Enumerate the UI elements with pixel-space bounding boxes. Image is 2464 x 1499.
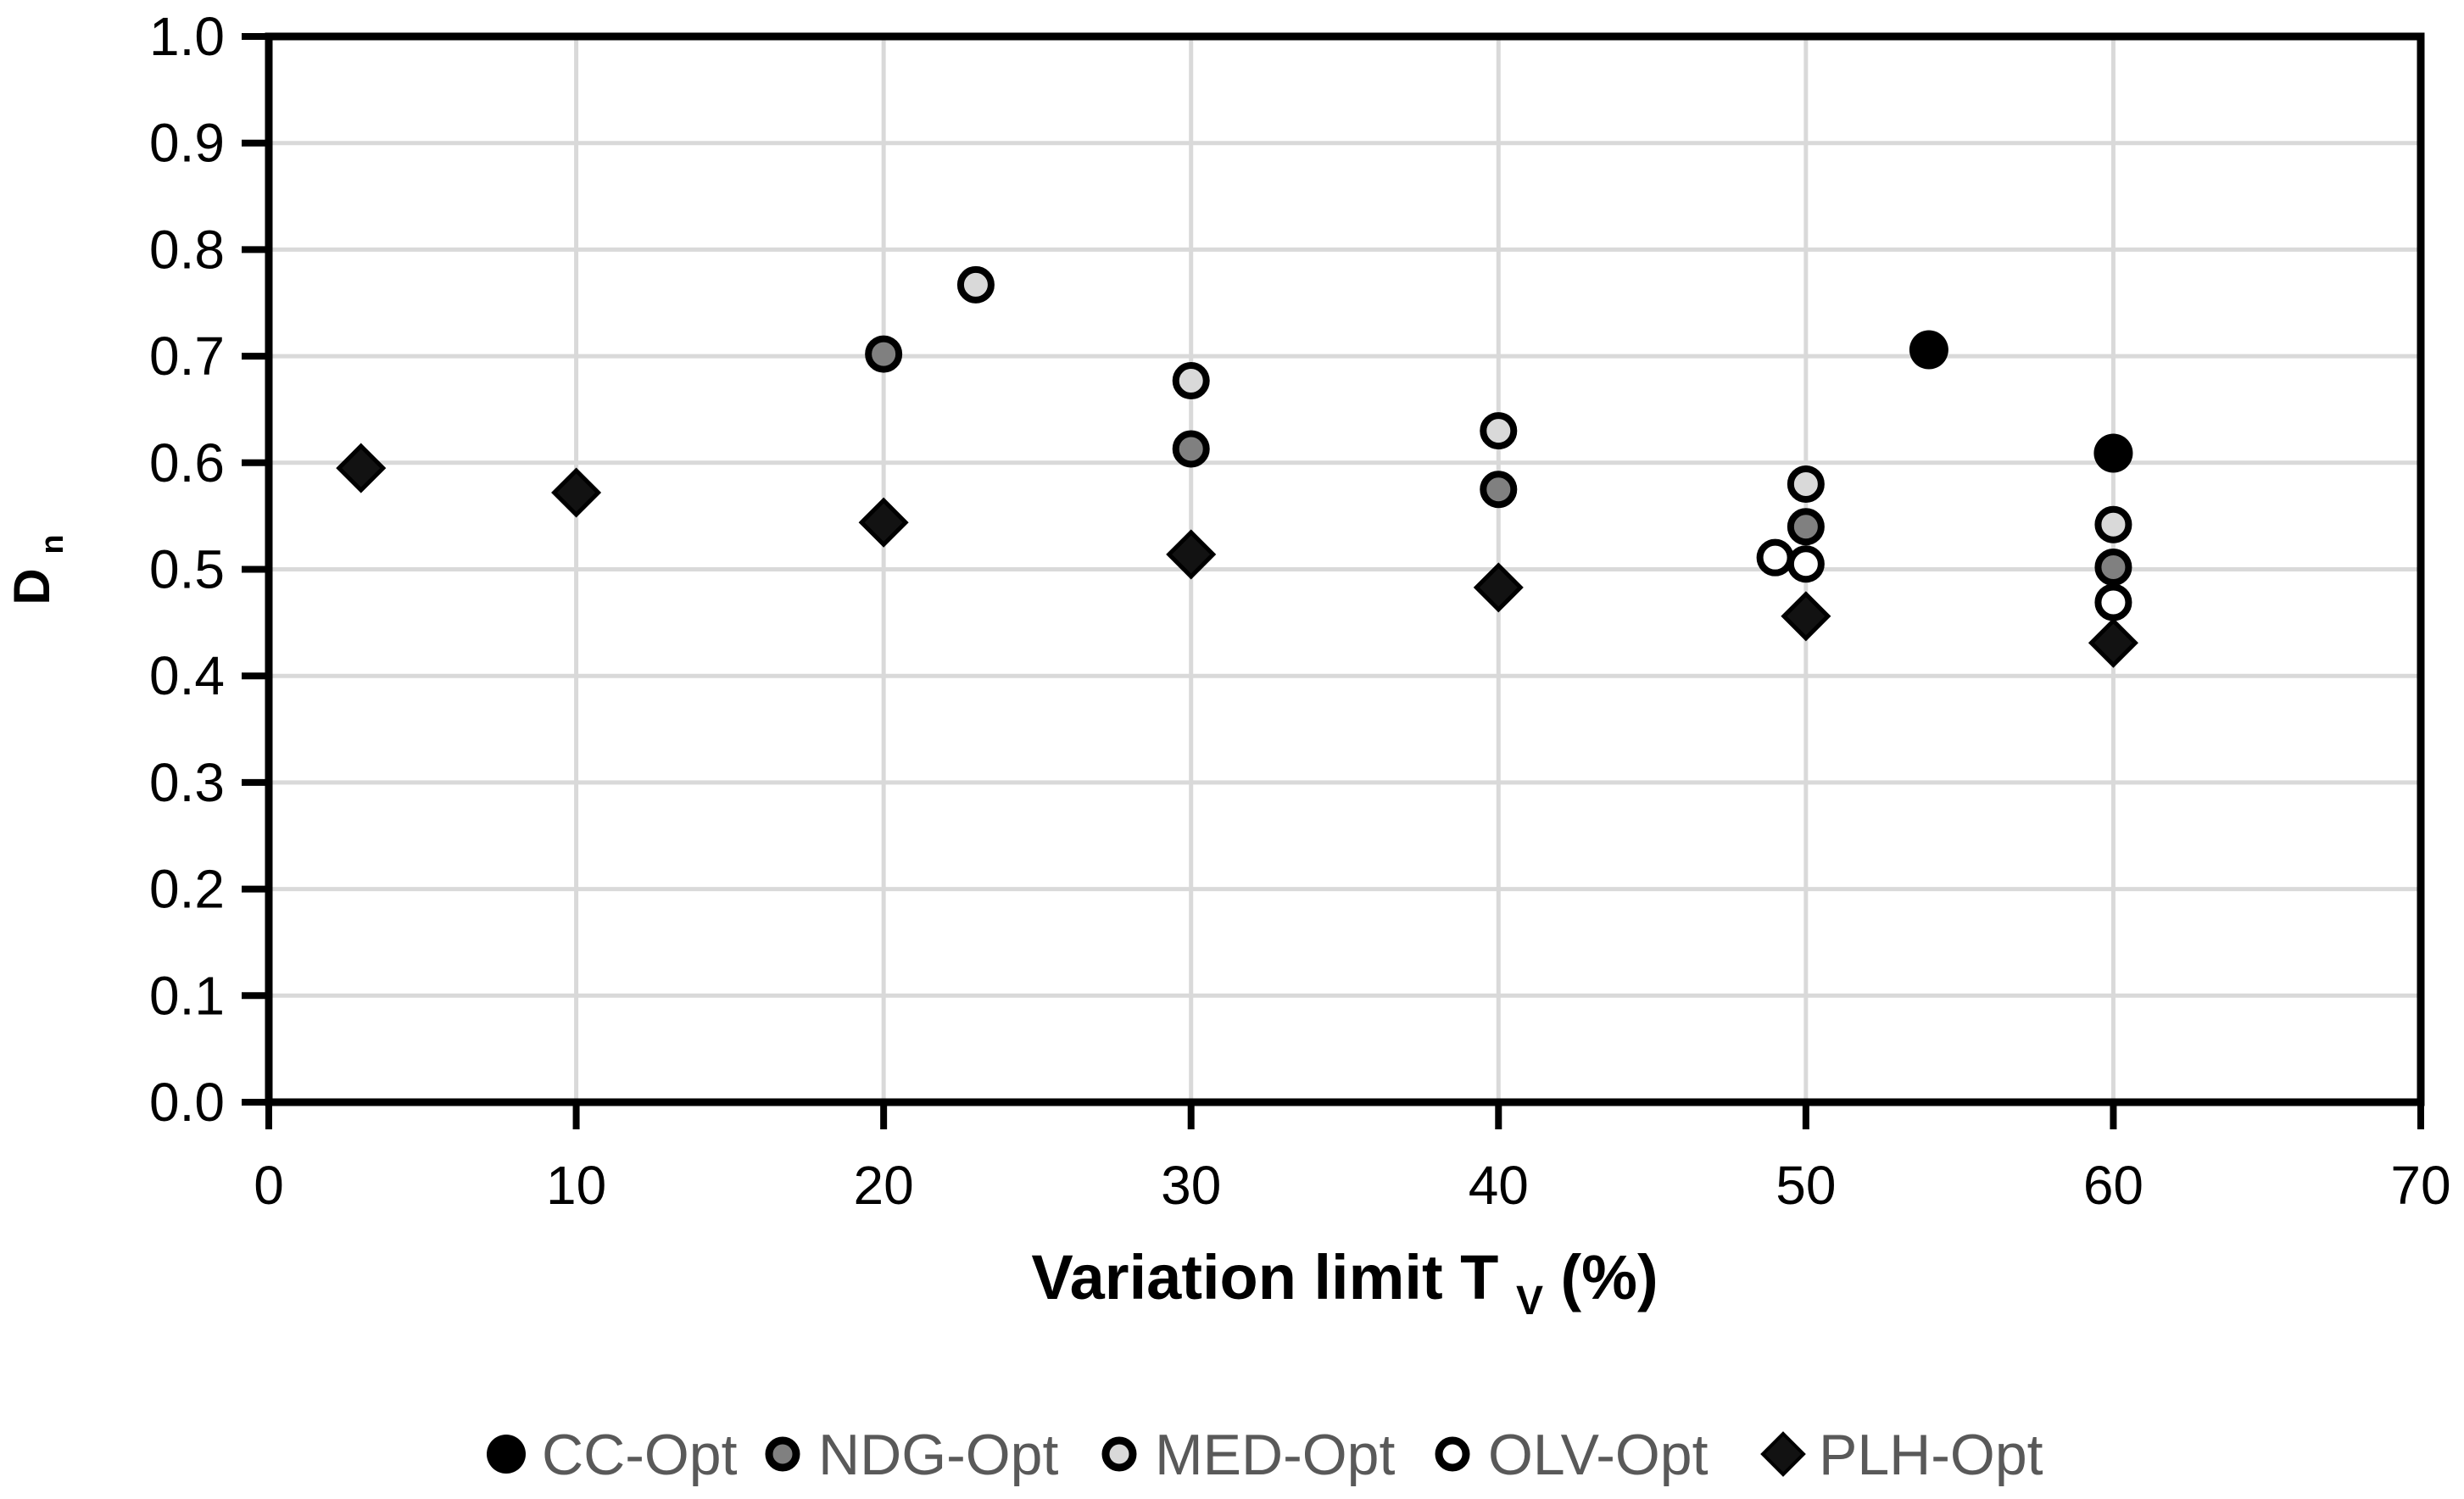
data-point-plh-opt bbox=[1473, 562, 1524, 613]
legend-item-plh-opt: PLH-Opt bbox=[1760, 1423, 2043, 1487]
data-point-cc-opt bbox=[1909, 330, 1948, 370]
data-point-olv-opt bbox=[1756, 538, 1794, 577]
y-tick-label: 1.0 bbox=[149, 6, 225, 67]
data-point-plh-opt bbox=[858, 497, 909, 548]
legend-item-med-opt: MED-Opt bbox=[1101, 1423, 1395, 1487]
x-axis-title-suffix: (%) bbox=[1561, 1242, 1658, 1312]
y-tick-label: 0.6 bbox=[149, 432, 225, 493]
legend-marker-diamond-icon bbox=[1760, 1431, 1806, 1477]
x-tick-label: 0 bbox=[254, 1155, 284, 1216]
x-tick-label: 60 bbox=[2083, 1155, 2143, 1216]
legend-label: CC-Opt bbox=[542, 1423, 738, 1487]
y-tick-label: 0.3 bbox=[149, 752, 225, 813]
data-point-plh-opt bbox=[336, 443, 387, 493]
x-tick-label: 40 bbox=[1469, 1155, 1529, 1216]
data-point-plh-opt bbox=[551, 467, 602, 518]
legend-marker-circle-icon bbox=[765, 1436, 800, 1472]
x-axis-title: Variation limit T V (%) bbox=[1031, 1242, 1658, 1328]
data-point-med-opt bbox=[1172, 362, 1210, 400]
legend-item-olv-opt: OLV-Opt bbox=[1435, 1423, 1709, 1487]
x-axis-title-subscript: V bbox=[1516, 1279, 1543, 1323]
x-tick-label: 30 bbox=[1161, 1155, 1221, 1216]
y-tick-label: 0.4 bbox=[149, 645, 225, 706]
legend-label: NDG-Opt bbox=[818, 1423, 1058, 1487]
y-axis-title-subscript: n bbox=[35, 534, 70, 554]
data-point-plh-opt bbox=[1781, 591, 1831, 642]
y-tick-label: 0.7 bbox=[149, 326, 225, 387]
legend-label: MED-Opt bbox=[1155, 1423, 1395, 1487]
legend-label: OLV-Opt bbox=[1488, 1423, 1709, 1487]
data-point-ndg-opt bbox=[1787, 508, 1825, 546]
data-point-plh-opt bbox=[1166, 529, 1217, 580]
legend-item-ndg-opt: NDG-Opt bbox=[765, 1423, 1058, 1487]
y-tick-label: 0.0 bbox=[149, 1072, 225, 1133]
y-tick-label: 0.2 bbox=[149, 859, 225, 920]
legend: CC-Opt NDG-Opt MED-Opt OLV-Opt PLH-Opt bbox=[487, 1423, 2043, 1487]
legend-item-cc-opt: CC-Opt bbox=[487, 1423, 738, 1487]
y-tick-label: 0.5 bbox=[149, 539, 225, 600]
legend-marker-circle-icon bbox=[487, 1435, 526, 1474]
data-point-olv-opt bbox=[1787, 545, 1825, 583]
data-point-med-opt bbox=[1480, 412, 1518, 450]
data-point-ndg-opt bbox=[2094, 548, 2132, 586]
legend-label: PLH-Opt bbox=[1819, 1423, 2043, 1487]
x-tick-label: 50 bbox=[1776, 1155, 1836, 1216]
data-point-plh-opt bbox=[2088, 617, 2138, 668]
y-tick-label: 0.1 bbox=[149, 965, 225, 1026]
y-axis-title: D n bbox=[3, 534, 70, 605]
data-point-med-opt bbox=[956, 265, 995, 304]
y-tick-label: 0.8 bbox=[149, 219, 225, 280]
y-axis-title-main: D bbox=[3, 568, 60, 605]
x-tick-label: 70 bbox=[2390, 1155, 2450, 1216]
data-point-cc-opt bbox=[2093, 433, 2133, 473]
y-tick-label: 0.9 bbox=[149, 113, 225, 174]
data-point-ndg-opt bbox=[1480, 471, 1518, 509]
legend-marker-circle-icon bbox=[1435, 1436, 1470, 1472]
data-point-med-opt bbox=[1787, 465, 1825, 503]
x-axis-title-main: Variation limit T bbox=[1031, 1242, 1498, 1312]
tick-labels-layer: 0 10 20 30 40 50 60 70 0.0 0.1 0.2 0.3 0.4 0.5 0.6 0.7 0… bbox=[149, 6, 2451, 1216]
data-point-olv-opt bbox=[2094, 583, 2132, 621]
x-tick-label: 10 bbox=[546, 1155, 606, 1216]
data-point-ndg-opt bbox=[865, 335, 903, 373]
ticks-layer bbox=[242, 33, 2424, 1129]
x-tick-label: 20 bbox=[854, 1155, 914, 1216]
data-point-med-opt bbox=[2094, 505, 2132, 543]
data-point-ndg-opt bbox=[1172, 430, 1210, 468]
legend-marker-circle-icon bbox=[1101, 1436, 1137, 1472]
data-points-layer bbox=[336, 265, 2138, 668]
